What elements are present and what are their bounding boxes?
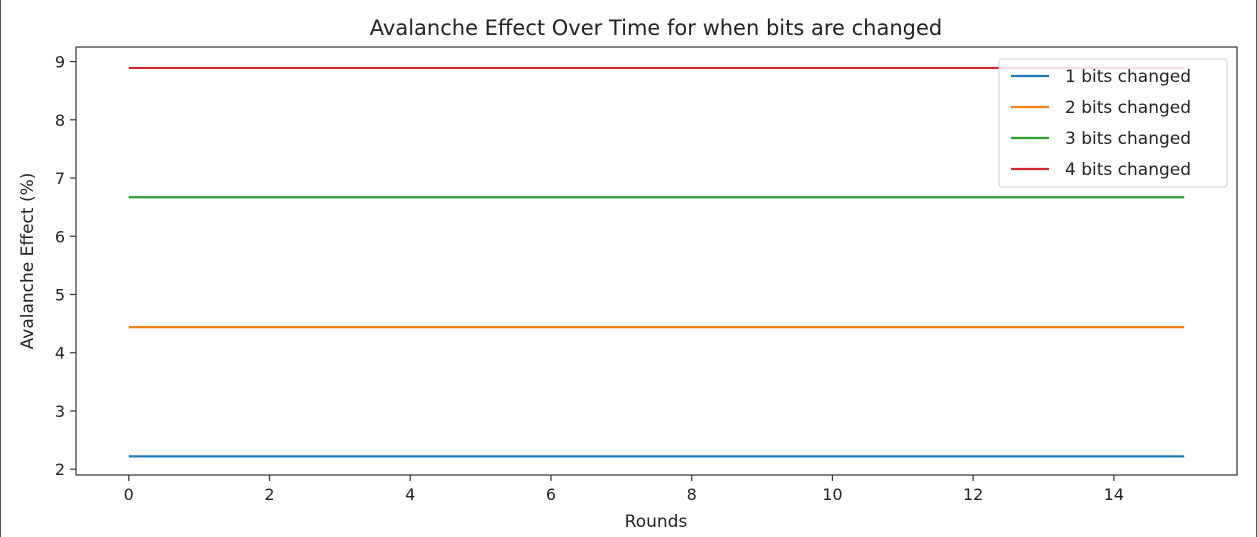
legend-label-2: 2 bits changed (1065, 98, 1191, 118)
legend: 1 bits changed 2 bits changed 3 bits chang… (998, 58, 1228, 188)
legend-label-4: 4 bits changed (1065, 160, 1191, 180)
y-tick-label: 4 (55, 344, 65, 363)
legend-label-3: 3 bits changed (1065, 129, 1191, 149)
x-tick-label: 2 (264, 485, 274, 504)
y-tick-label: 7 (55, 169, 65, 188)
x-tick-label: 4 (405, 485, 415, 504)
y-tick-label: 2 (55, 460, 65, 479)
chart-title: Avalanche Effect Over Time for when bits… (370, 16, 942, 40)
x-tick-label: 0 (124, 485, 134, 504)
legend-box (998, 58, 1228, 188)
y-tick-label: 6 (55, 227, 65, 246)
x-axis-label: Rounds (625, 512, 688, 532)
y-axis-label: Avalanche Effect (%) (18, 173, 38, 350)
y-axis: 2 3 4 5 6 7 8 9 (55, 53, 76, 479)
y-tick-label: 9 (55, 53, 65, 72)
legend-label-1: 1 bits changed (1065, 67, 1191, 87)
x-tick-label: 8 (687, 485, 697, 504)
x-tick-label: 6 (546, 485, 556, 504)
x-tick-label: 10 (822, 485, 842, 504)
x-tick-label: 12 (963, 485, 983, 504)
x-axis: 0 2 4 6 8 10 12 14 (124, 475, 1124, 504)
y-tick-label: 5 (55, 285, 65, 304)
y-tick-label: 3 (55, 402, 65, 421)
x-tick-label: 14 (1104, 485, 1124, 504)
y-tick-label: 8 (55, 111, 65, 130)
plot-area (75, 46, 1238, 476)
